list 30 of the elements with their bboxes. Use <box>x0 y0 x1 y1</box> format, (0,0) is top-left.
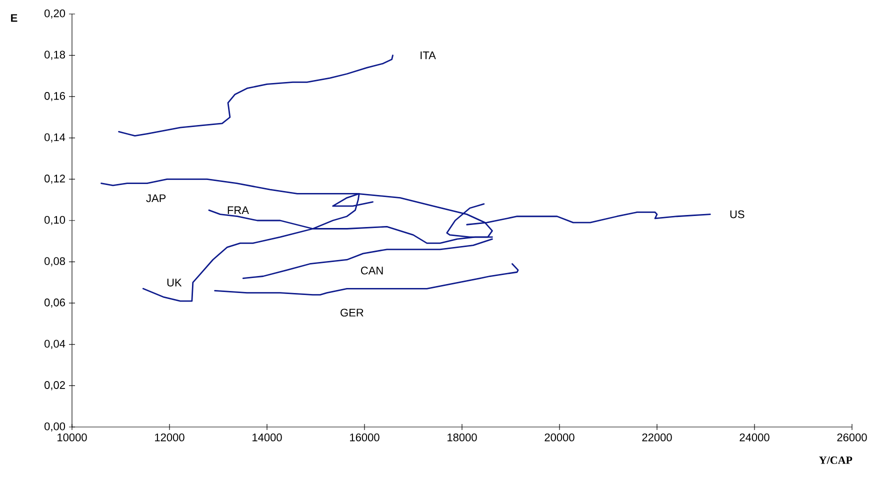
series-label: US <box>730 210 744 218</box>
line-series <box>118 54 394 137</box>
x-tick-label: 22000 <box>642 434 672 442</box>
x-tick-label: 20000 <box>544 434 574 442</box>
x-tick-label: 10000 <box>58 434 87 442</box>
y-tick-label: 0,14 <box>44 133 66 142</box>
series-label: UK <box>167 278 182 286</box>
x-tick-label: 14000 <box>252 434 282 442</box>
text: ITA <box>420 52 436 60</box>
x-tick-label: 24000 <box>740 434 770 442</box>
y-tick-label: 0,20 <box>44 9 66 19</box>
series-label: CAN <box>360 266 383 274</box>
y-tick-label: 0,18 <box>44 50 65 60</box>
x-axis-title: Y/CAP <box>819 456 852 464</box>
y-tick-label: 0,04 <box>44 340 66 349</box>
y-tick-label: 0,02 <box>44 381 65 390</box>
y-tick-label: 0,00 <box>44 422 66 432</box>
y-tick-label: 0,08 <box>44 257 65 266</box>
y-tick-label: 0,12 <box>44 174 65 184</box>
series-label: JAP <box>146 194 166 202</box>
x-tick-label: 26000 <box>837 434 867 442</box>
x-tick-label: 16000 <box>350 434 380 442</box>
series-label: GER <box>340 308 364 317</box>
y-tick-label: 0,06 <box>44 298 65 308</box>
series-label: FRA <box>228 206 249 214</box>
y-axis-title: E <box>11 14 18 22</box>
x-tick-label: 18000 <box>448 434 477 442</box>
x-tick-label: 12000 <box>155 434 184 442</box>
y-tick-label: 0,10 <box>44 216 66 226</box>
y-tick-label: 0,16 <box>44 92 65 102</box>
